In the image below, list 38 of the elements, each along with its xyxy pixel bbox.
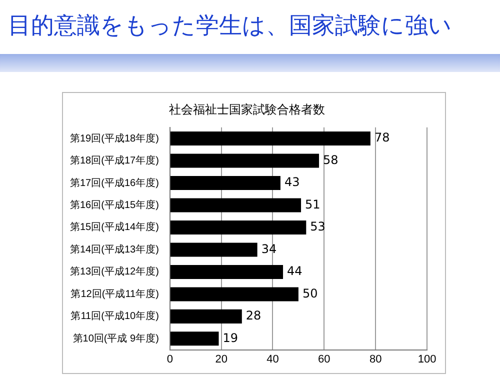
x-tick-label: 40: [266, 353, 279, 366]
y-tick-label: 第14回(平成13年度): [70, 243, 159, 256]
y-tick-label: 第11回(平成10年度): [70, 310, 159, 322]
y-tick-label: 第13回(平成12年度): [70, 266, 159, 278]
y-tick-label: 第17回(平成16年度): [70, 176, 159, 189]
data-label: 78: [374, 130, 390, 145]
y-tick-label: 第19回(平成18年度): [70, 132, 159, 144]
data-label: 51: [305, 197, 320, 212]
x-tick-label: 80: [369, 353, 382, 366]
bar: [170, 264, 284, 279]
bar: [170, 332, 219, 346]
x-tick-label: 60: [318, 353, 330, 366]
y-tick-label: 第16回(平成15年度): [70, 198, 159, 211]
bar: [170, 198, 302, 212]
chart-title: 目的意識をもった学生は、国家試験に強い: [8, 12, 452, 41]
bar: [170, 176, 280, 190]
y-tick-label: 第18回(平成17年度): [70, 154, 159, 167]
bar: [170, 242, 258, 257]
bar: [170, 220, 306, 234]
x-tick-label: 100: [418, 353, 436, 366]
data-label: 44: [287, 264, 302, 278]
data-label: 50: [302, 286, 318, 300]
y-tick-label: 第10回(平成 9年度): [72, 332, 159, 344]
bar: [170, 154, 320, 168]
y-tick-label: 第15回(平成14年度): [70, 221, 159, 234]
chart-subtitle: 社会福祉士国家試験合格者数: [169, 102, 325, 117]
y-tick-label: 第12回(平成11年度): [70, 288, 159, 300]
x-tick-label: 0: [166, 353, 173, 366]
data-label: 34: [261, 242, 277, 256]
data-label: 28: [246, 308, 262, 323]
bar: [170, 132, 370, 146]
data-label: 53: [310, 220, 326, 234]
data-label: 19: [222, 330, 238, 345]
bar: [170, 287, 298, 302]
data-label: 43: [284, 175, 300, 190]
data-label: 58: [323, 152, 338, 167]
bar: [170, 309, 242, 324]
x-tick-label: 20: [215, 353, 228, 366]
